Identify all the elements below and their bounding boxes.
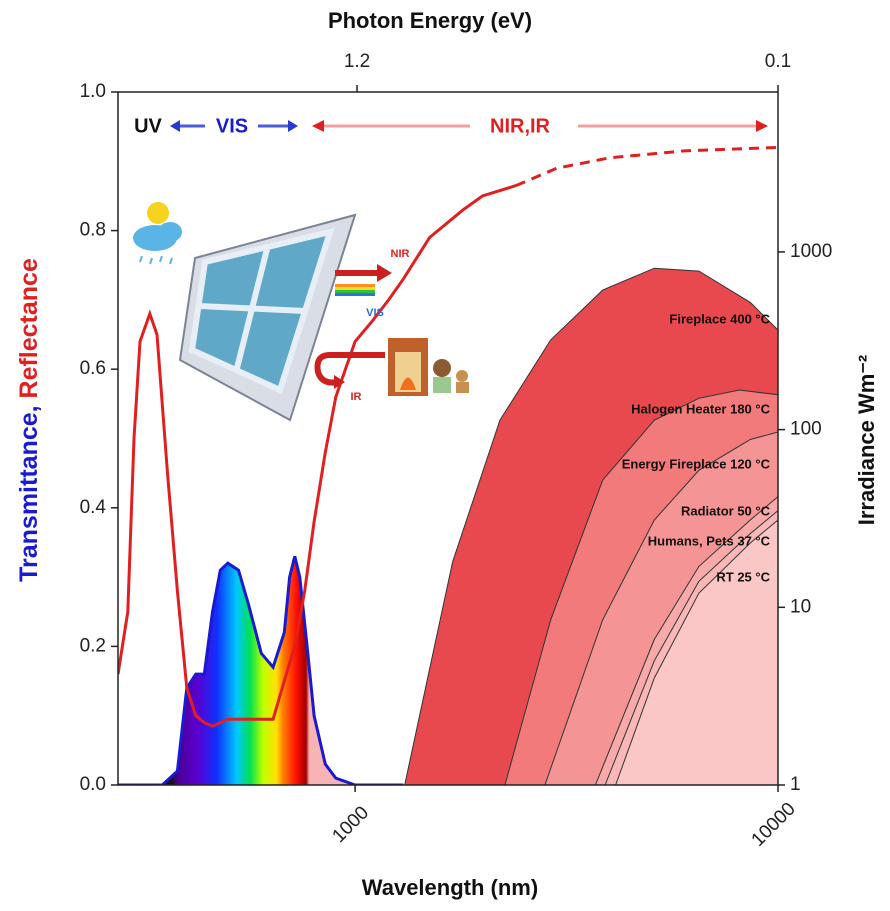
irradiance-label: Halogen Heater 180 °C [631, 401, 770, 416]
irradiance-label: Fireplace 400 °C [669, 311, 770, 326]
y-tick-label: 0.4 [80, 497, 107, 518]
y-tick-label: 0.2 [80, 635, 106, 656]
y-tick-label: 1.0 [80, 81, 106, 102]
annotation: NIR,IR [490, 115, 551, 137]
annotation: NIR [391, 248, 410, 260]
annotation: VIS [366, 307, 384, 319]
irradiance-label: RT 25 °C [716, 569, 770, 584]
spectrum-fill [118, 556, 403, 785]
irradiance-label: Energy Fireplace 120 °C [622, 456, 771, 471]
y-title-part: Reflectance [15, 258, 43, 398]
series-line [516, 147, 778, 185]
y-tick-label: 0.8 [80, 220, 106, 241]
x-axis-title: Wavelength (nm) [362, 875, 538, 900]
irradiance-label: Humans, Pets 37 °C [648, 533, 771, 548]
annotation: VIS [216, 115, 248, 137]
y-tick-label: 0.6 [80, 358, 106, 379]
y-title-part: Transmittance, [15, 405, 43, 581]
icons [133, 202, 469, 420]
band-arrows [170, 120, 768, 132]
x2-tick-label: 1.2 [344, 51, 370, 72]
annotation: UV [134, 115, 162, 137]
x2-tick-label: 0.1 [765, 51, 791, 72]
irradiance-label: Radiator 50 °C [681, 503, 771, 518]
annotation: IR [351, 391, 362, 403]
x-tick-label: 1000 [328, 802, 373, 847]
x-tick-label: 10000 [748, 799, 800, 851]
y2-tick-label: 10 [790, 596, 811, 617]
y2-tick-label: 100 [790, 419, 822, 440]
y-tick-label: 0.0 [80, 774, 106, 795]
y-axis-title: Transmittance, Reflectance [15, 258, 43, 582]
chart: Photon Energy (eV) Wavelength (nm) Irrad… [0, 0, 890, 911]
y2-tick-label: 1 [790, 774, 801, 795]
y2-axis-title: Irradiance Wm⁻² [854, 355, 879, 526]
y2-tick-label: 1000 [790, 241, 832, 262]
x2-axis-title: Photon Energy (eV) [328, 8, 532, 33]
